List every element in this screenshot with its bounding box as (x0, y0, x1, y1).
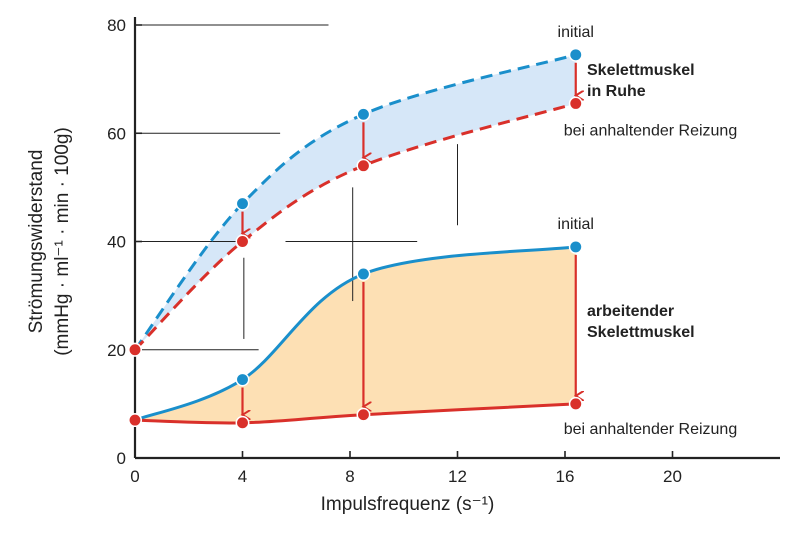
series-line-0-1 (133, 102, 577, 351)
y-tick-label-20: 20 (107, 341, 126, 360)
data-point-1-0-2 (356, 267, 371, 281)
data-points (128, 47, 583, 430)
axes (133, 17, 780, 460)
y-tick-label-0: 0 (117, 449, 126, 468)
data-point-0-0-3 (568, 47, 583, 62)
panel-label-0-1: in Ruhe (587, 83, 646, 100)
panel-label-1-0: arbeitender (587, 303, 674, 320)
data-point-0-1-1 (235, 234, 250, 249)
panel-label-1-1: Skelettmuskel (587, 324, 695, 341)
series-lines (133, 53, 577, 425)
x-tick-label-8: 8 (345, 467, 354, 486)
x-axis-title: Impulsfrequenz (s⁻¹) (321, 494, 495, 515)
band-fills (135, 54, 576, 423)
x-tick-label-12: 12 (448, 467, 467, 486)
band-fill-0 (135, 54, 576, 350)
data-point-0-1-0 (128, 342, 142, 357)
data-point-0-1-2 (356, 158, 371, 173)
data-point-1-1-3 (568, 396, 583, 411)
change-arrows (243, 62, 576, 415)
data-point-0-0-2 (356, 107, 371, 122)
data-point-1-1-2 (356, 407, 371, 422)
y-tick-label-80: 80 (107, 16, 126, 35)
y-axis-title-group: Strömungswiderstand (mmHg · ml⁻¹ · min · … (26, 127, 73, 356)
series-label-1-0: initial (558, 216, 594, 233)
series-label-1-1: bei anhaltender Reizung (564, 421, 737, 438)
series-label-0-1: bei anhaltender Reizung (564, 122, 737, 139)
y-tick-label-60: 60 (107, 124, 126, 143)
data-point-0-0-1 (235, 196, 250, 211)
data-point-1-1-1 (235, 415, 250, 430)
series-label-0-0: initial (558, 24, 594, 41)
x-tick-label-16: 16 (556, 467, 575, 486)
series-line-1-0 (134, 245, 576, 422)
data-point-1-1-0 (128, 413, 142, 428)
data-point-0-1-3 (568, 96, 583, 111)
text-labels: 0 4 8 12 16 20 0 20 40 60 80 initial bei anhaltender… (26, 16, 737, 515)
reference-lines (135, 24, 458, 351)
x-tick-label-0: 0 (130, 467, 139, 486)
data-point-1-0-3 (568, 239, 583, 254)
y-axis-title-line2: (mmHg · ml⁻¹ · min · 100g) (52, 127, 73, 356)
series-line-0-0 (133, 53, 577, 351)
y-tick-label-40: 40 (107, 233, 126, 252)
panel-label-0-0: Skelettmuskel (587, 62, 695, 79)
data-point-1-0-1 (235, 372, 250, 387)
x-tick-label-20: 20 (663, 467, 682, 486)
series-line-1-1 (134, 402, 576, 425)
x-tick-label-4: 4 (238, 467, 247, 486)
y-axis-title-line1: Strömungswiderstand (26, 150, 47, 334)
